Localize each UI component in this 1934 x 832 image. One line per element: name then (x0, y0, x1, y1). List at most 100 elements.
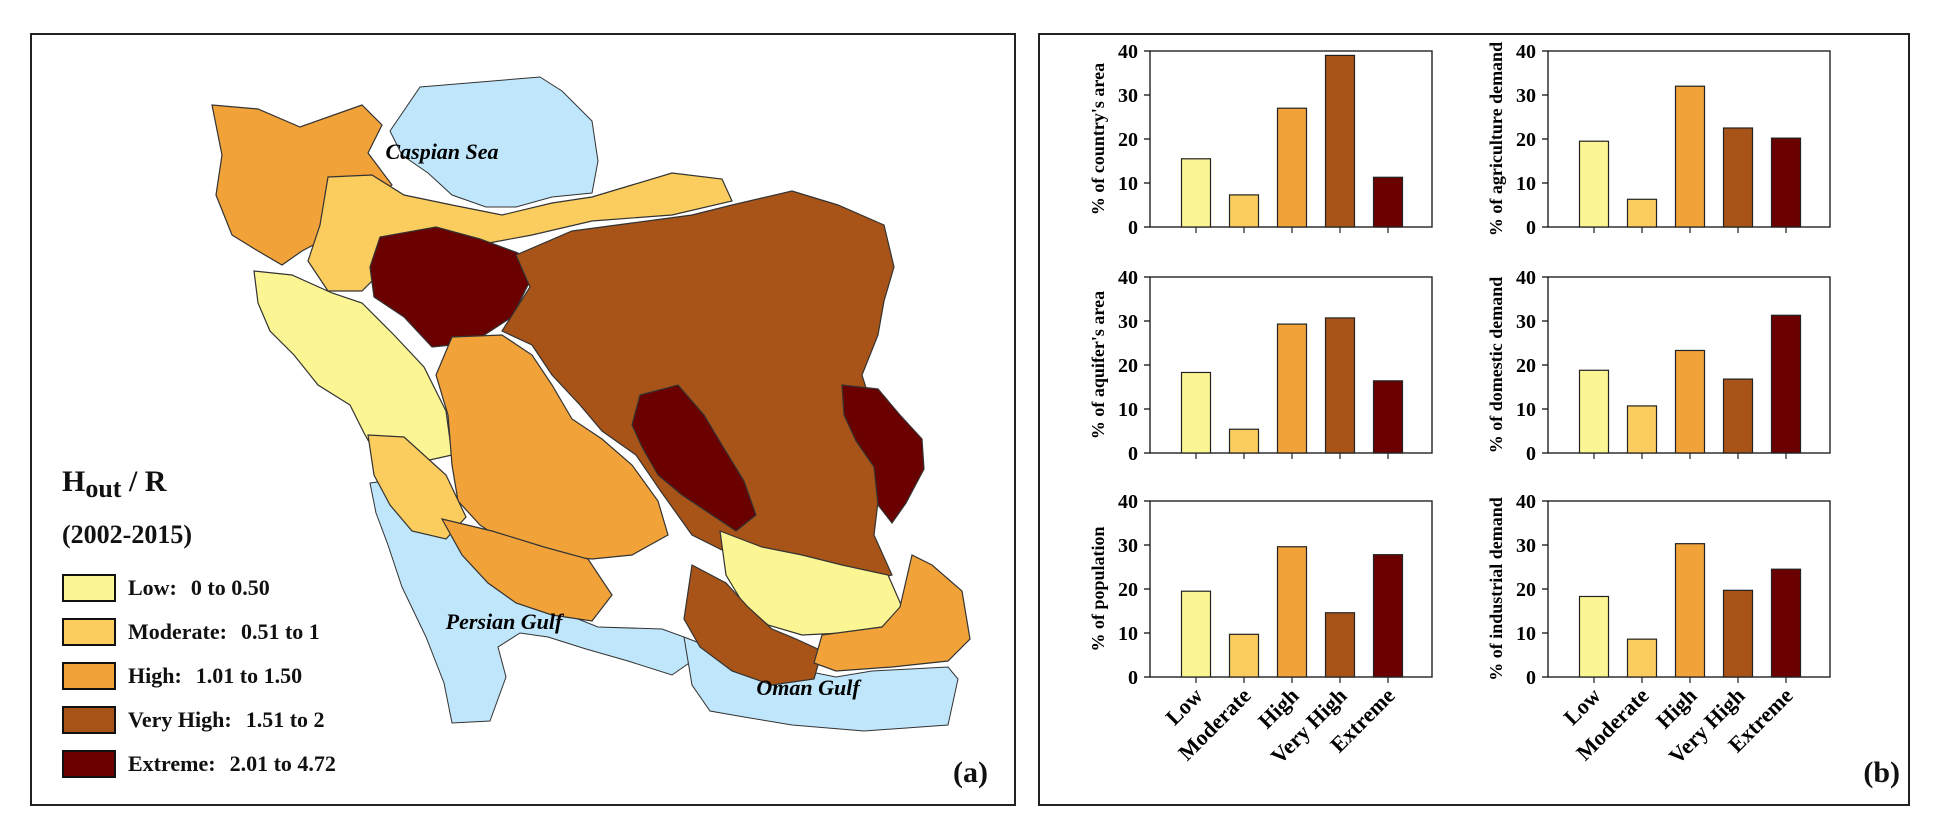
legend-item-low: Low: 0 to 0.50 (62, 566, 336, 610)
y-tick-label: 20 (1516, 579, 1536, 601)
legend-swatch-low (62, 574, 116, 602)
bar-very-high (1324, 54, 1356, 228)
bar-moderate (1626, 405, 1658, 454)
bar-low (1578, 140, 1610, 228)
bar-high (1276, 107, 1308, 228)
bar-moderate (1228, 194, 1260, 228)
y-tick-label: 0 (1128, 443, 1138, 465)
persian-gulf-label: Persian Gulf (445, 609, 565, 634)
legend-swatch-moderate (62, 618, 116, 646)
bar-very-high (1722, 127, 1754, 228)
y-tick-label: 40 (1118, 491, 1138, 513)
y-tick-label: 0 (1526, 217, 1536, 239)
y-tick-label: 40 (1516, 267, 1536, 289)
legend-item-extreme: Extreme: 2.01 to 4.72 (62, 742, 336, 786)
panel-b-letter: (b) (1863, 756, 1900, 789)
bar-high (1276, 323, 1308, 454)
y-tick-label: 30 (1118, 85, 1138, 107)
y-tick-label: 0 (1128, 667, 1138, 689)
chart-3: 0 10 20 30 40 % of aquifer's area (1088, 267, 1433, 465)
chart-1: 0 10 20 30 40 % of country's area (1088, 41, 1433, 239)
bar-very-high (1324, 612, 1356, 678)
y-tick-label: 10 (1516, 623, 1536, 645)
legend-swatch-high (62, 662, 116, 690)
central-extreme-region (631, 384, 757, 532)
bar-high (1276, 546, 1308, 678)
south-high-region (440, 518, 613, 622)
bar-very-high (1722, 378, 1754, 454)
legend-item-high: High: 1.01 to 1.50 (62, 654, 336, 698)
chart-4: 0 10 20 30 40 % of domestic demand (1486, 267, 1831, 465)
central-west-high-region (435, 334, 669, 560)
central-north-extreme-region (369, 226, 531, 348)
y-tick-label: 10 (1516, 173, 1536, 195)
y-axis-label: % of agriculture demand (1486, 42, 1506, 236)
y-tick-label: 30 (1516, 535, 1536, 557)
y-tick-label: 0 (1526, 443, 1536, 465)
y-tick-label: 40 (1516, 491, 1536, 513)
y-tick-label: 30 (1516, 85, 1536, 107)
oman-gulf-label: Oman Gulf (756, 675, 862, 700)
legend-item-moderate: Moderate: 0.51 to 1 (62, 610, 336, 654)
chart-2: 0 10 20 30 40 % of agriculture demand (1486, 41, 1831, 239)
south-west-moderate-region (367, 434, 467, 540)
bar-very-high (1722, 589, 1754, 678)
y-tick-label: 0 (1128, 217, 1138, 239)
map-panel: Caspian Sea Persian Gulf Oman Gulf Hout … (30, 33, 1016, 806)
y-tick-label: 10 (1516, 399, 1536, 421)
legend-period: (2002-2015) (62, 520, 192, 549)
legend-swatch-very-high (62, 706, 116, 734)
charts-panel: 0 10 20 30 40 % of country's area 0 10 20 30 40 % o… (1038, 33, 1910, 806)
bar-low (1180, 371, 1212, 454)
bar-extreme (1372, 380, 1404, 454)
y-tick-label: 40 (1118, 41, 1138, 63)
bar-high (1674, 85, 1706, 228)
bar-extreme (1770, 137, 1802, 228)
bar-moderate (1228, 428, 1260, 454)
bar-high (1674, 349, 1706, 454)
bar-extreme (1770, 314, 1802, 454)
bar-low (1180, 590, 1212, 678)
iran-basin-map: Caspian Sea Persian Gulf Oman Gulf (211, 76, 971, 732)
bar-low (1180, 158, 1212, 228)
y-tick-label: 10 (1118, 399, 1138, 421)
y-tick-label: 30 (1118, 535, 1138, 557)
legend-title: Hout / R (62, 465, 167, 503)
legend-swatch-extreme (62, 750, 116, 778)
y-tick-label: 20 (1118, 355, 1138, 377)
y-axis-label: % of country's area (1088, 63, 1108, 215)
y-tick-label: 30 (1516, 311, 1536, 333)
bar-low (1578, 369, 1610, 454)
y-tick-label: 20 (1516, 129, 1536, 151)
east-extreme-region (841, 384, 925, 525)
y-axis-label: % of population (1088, 526, 1108, 651)
bar-high (1674, 543, 1706, 678)
bar-charts: 0 10 20 30 40 % of country's area 0 10 20 30 40 % o… (1088, 41, 1831, 769)
y-axis-label: % of aquifer's area (1088, 291, 1108, 439)
north-moderate-region (307, 172, 733, 292)
y-tick-label: 10 (1118, 173, 1138, 195)
bar-extreme (1770, 568, 1802, 678)
south-east-high-region (813, 554, 971, 672)
y-tick-label: 0 (1526, 667, 1536, 689)
bar-moderate (1626, 198, 1658, 228)
legend-item-very-high: Very High: 1.51 to 2 (62, 698, 336, 742)
y-tick-label: 40 (1516, 41, 1536, 63)
y-tick-label: 10 (1118, 623, 1138, 645)
y-tick-label: 30 (1118, 311, 1138, 333)
y-tick-label: 20 (1118, 129, 1138, 151)
map-legend: Hout / R (2002-2015) Low: 0 to 0.50 Mode… (62, 465, 336, 786)
y-tick-label: 40 (1118, 267, 1138, 289)
bar-moderate (1228, 633, 1260, 678)
bar-very-high (1324, 317, 1356, 454)
bar-extreme (1372, 176, 1404, 228)
panel-a-letter: (a) (953, 756, 988, 789)
bar-low (1578, 595, 1610, 678)
y-tick-label: 20 (1118, 579, 1138, 601)
caspian-sea (389, 76, 599, 208)
y-axis-label: % of industrial demand (1486, 497, 1506, 681)
basin-regions (211, 104, 971, 686)
east-very-high-region (501, 190, 895, 592)
bar-moderate (1626, 638, 1658, 678)
